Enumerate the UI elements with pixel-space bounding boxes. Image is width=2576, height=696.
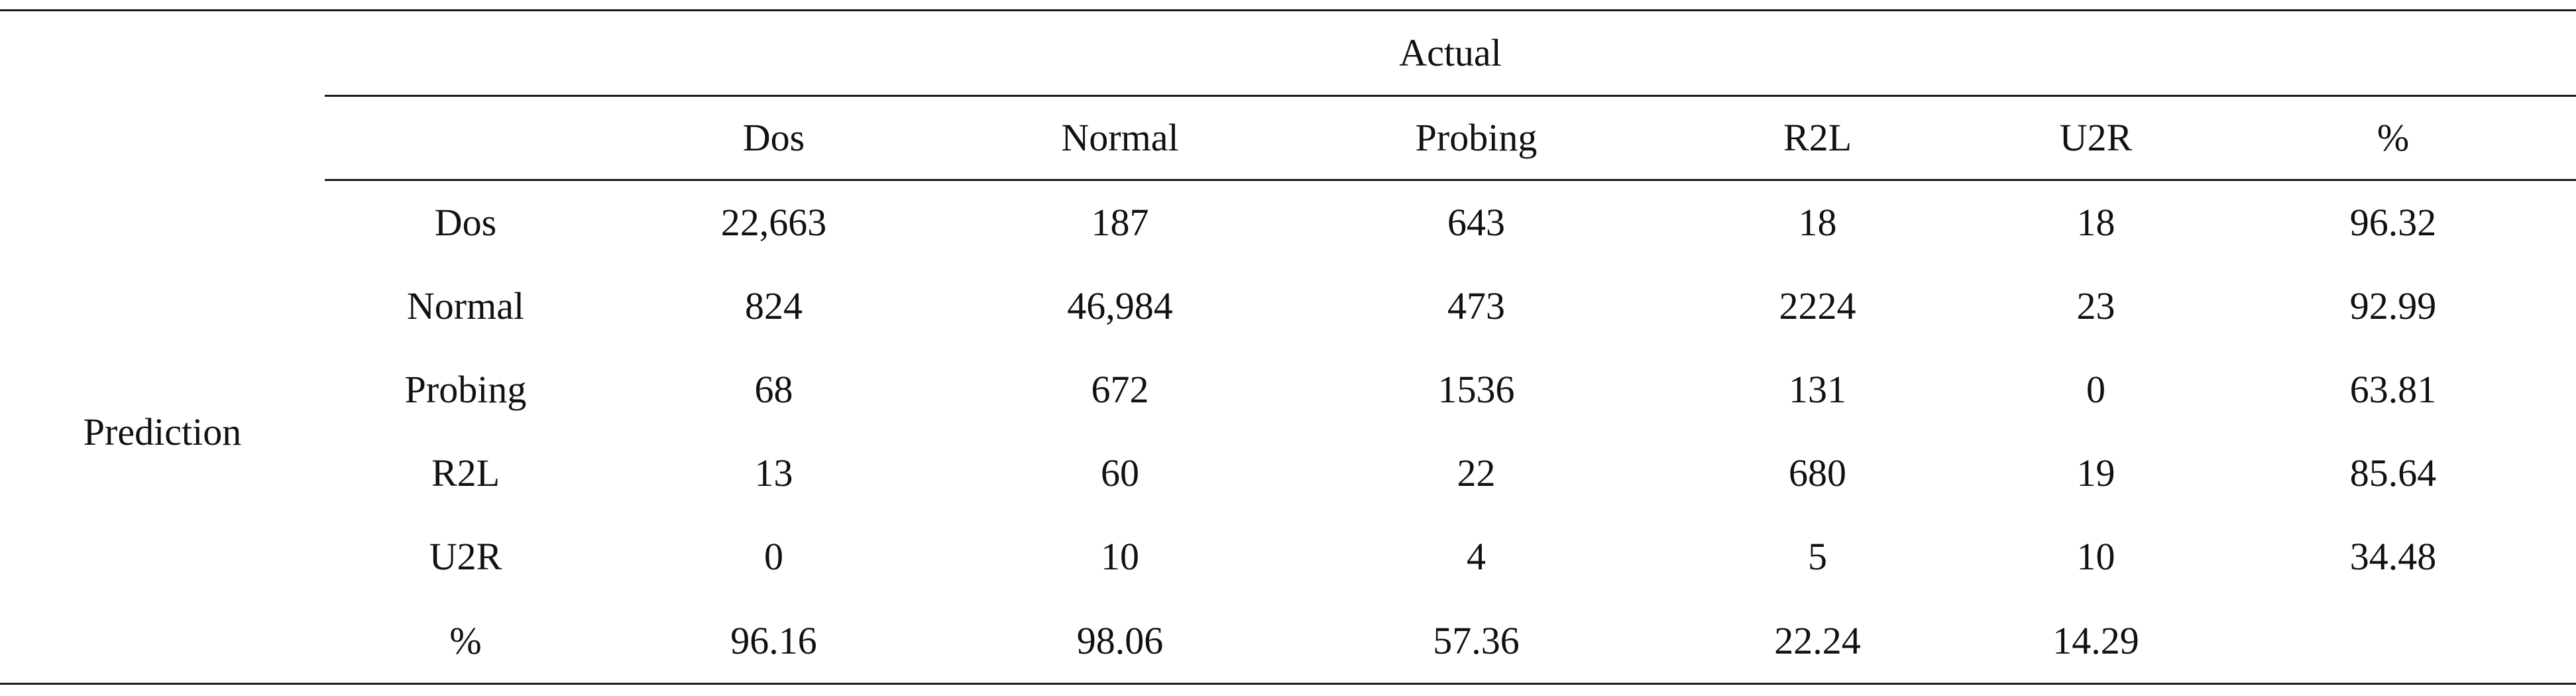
table-cell: 92.99 [2349, 284, 2437, 327]
table-cell: 68 [754, 368, 793, 411]
table-cell: 672 [1091, 368, 1149, 411]
column-header-u2r: U2R [2059, 116, 2133, 159]
table-cell: 63.81 [2349, 368, 2437, 411]
table-cell: 22.24 [1774, 618, 1861, 662]
table-cell: 46,984 [1067, 284, 1173, 327]
table-cell: 187 [1091, 201, 1149, 244]
table-cell: 85.64 [2349, 451, 2437, 494]
table-cell: 2224 [1779, 284, 1856, 327]
column-header-percent: % [2377, 116, 2410, 159]
table-cell: 23 [2076, 284, 2115, 327]
table-cell: 22 [1457, 451, 1496, 494]
table-cell: 34.48 [2349, 535, 2437, 578]
table-cell [2210, 599, 2576, 683]
table-cell: 14.29 [2052, 618, 2139, 662]
row-label-percent: % [449, 618, 482, 662]
table-cell: 98.06 [1076, 618, 1164, 662]
table-cell: 96.32 [2349, 201, 2437, 244]
table-cell: 131 [1789, 368, 1846, 411]
column-header-dos: Dos [742, 116, 805, 159]
table-cell: 57.36 [1433, 618, 1520, 662]
table-cell: 824 [745, 284, 803, 327]
row-label-r2l: R2L [431, 451, 500, 494]
table-cell: 4 [1467, 535, 1486, 578]
bottom-rule [0, 683, 2576, 685]
table-cell: 0 [2086, 368, 2105, 411]
row-label-probing: Probing [404, 368, 527, 411]
top-rule [0, 9, 2576, 11]
column-header-row-label [325, 97, 606, 179]
table-cell: 1536 [1437, 368, 1515, 411]
row-label-dos: Dos [434, 201, 497, 244]
table-cell: 18 [1798, 201, 1837, 244]
table-cell: 0 [764, 535, 783, 578]
table-cell: 19 [2076, 451, 2115, 494]
actual-underline-rule [325, 95, 2576, 97]
table-cell: 96.16 [730, 618, 817, 662]
table-cell: 10 [2076, 535, 2115, 578]
column-header-r2l: R2L [1783, 116, 1852, 159]
column-header-rule [325, 179, 2576, 181]
table-cell: 10 [1101, 535, 1139, 578]
table-cell: 5 [1808, 535, 1827, 578]
column-header-normal: Normal [1061, 116, 1179, 159]
column-header-probing: Probing [1415, 116, 1538, 159]
actual-group-header: Actual [1399, 31, 1502, 74]
table-cell: 60 [1101, 451, 1139, 494]
table-cell: 13 [754, 451, 793, 494]
table-cell: 473 [1447, 284, 1505, 327]
table-cell: 22,663 [720, 201, 827, 244]
table-cell: 18 [2076, 201, 2115, 244]
row-label-u2r: U2R [429, 535, 502, 578]
table-cell: 643 [1447, 201, 1505, 244]
table-cell: 680 [1789, 451, 1846, 494]
row-label-normal: Normal [406, 284, 525, 327]
prediction-side-header: Prediction [83, 410, 242, 453]
